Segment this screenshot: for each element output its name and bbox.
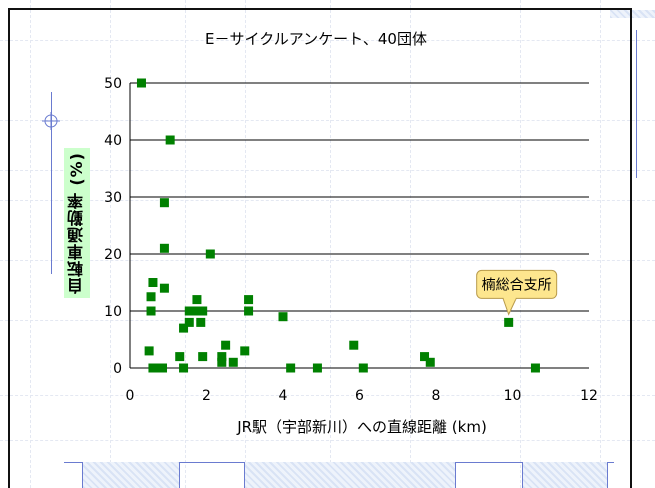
x-tick-label: 0 [126, 388, 135, 404]
data-point [146, 306, 156, 316]
data-point [158, 363, 168, 373]
y-tick-label: 20 [104, 247, 122, 263]
y-tick-label: 50 [104, 76, 122, 92]
data-point [217, 352, 227, 362]
chart-title: E－サイクルアンケート、40団体 [205, 30, 427, 48]
guide-line [520, 0, 521, 488]
x-tick-label: 4 [279, 388, 288, 404]
data-point [278, 312, 288, 322]
guide-line [0, 320, 655, 321]
y-tick-label: 40 [104, 133, 122, 149]
data-point [136, 78, 146, 88]
guide-line [0, 395, 655, 396]
tick-labels: 0 10 20 30 40 50 0 2 4 6 8 10 12 [104, 76, 598, 404]
callout-pointer [501, 296, 518, 316]
y-tick-label: 0 [113, 361, 122, 377]
guide-line [600, 0, 601, 488]
data-point [175, 352, 185, 362]
data-point [159, 198, 169, 208]
annotation-callout: 楠総合支所 [476, 269, 558, 316]
guide-line [110, 0, 111, 488]
data-point [146, 292, 156, 302]
y-axis-label-box: 自転車通勤率 (%) [64, 148, 90, 298]
hatch-decoration [82, 462, 180, 488]
data-point [221, 340, 231, 350]
guide-line [330, 0, 331, 488]
annotations: 楠総合支所 [476, 269, 558, 316]
slide-frame [8, 8, 632, 488]
data-point [420, 352, 430, 362]
data-point [184, 306, 194, 316]
y-axis-label: 自転車通勤率 (%) [67, 151, 86, 295]
data-point [148, 363, 158, 373]
hatch-decoration [244, 462, 456, 488]
guide-line [30, 0, 31, 488]
data-point [286, 363, 296, 373]
data-point [196, 317, 206, 327]
data-point [349, 340, 359, 350]
data-point [228, 357, 238, 367]
guide-line [0, 200, 655, 201]
guide-line [0, 170, 655, 171]
data-point [148, 278, 158, 287]
x-tick-label: 2 [202, 388, 211, 404]
data-point [358, 363, 368, 373]
x-tick-label: 8 [432, 388, 441, 404]
data-point [144, 346, 154, 356]
data-point [244, 306, 254, 316]
hatch-decoration [522, 462, 608, 488]
callout-joint [503, 296, 516, 300]
data-point [159, 283, 169, 293]
hatch-decoration [610, 10, 655, 18]
data-point [504, 317, 514, 327]
x-tick-label: 12 [580, 388, 598, 404]
x-tick-label: 10 [504, 388, 522, 404]
callout-box [476, 269, 558, 299]
guide-line [51, 92, 52, 274]
guide-line [0, 440, 655, 441]
data-point [425, 357, 435, 367]
data-point [205, 249, 215, 259]
data-point [530, 363, 540, 373]
data-point [190, 306, 200, 316]
data-point [165, 135, 175, 145]
data-point [198, 306, 208, 316]
data-point [184, 317, 194, 327]
data-point [179, 363, 189, 373]
data-point [217, 357, 227, 367]
y-tick-label: 10 [104, 304, 122, 320]
guide-line [0, 40, 655, 41]
crosshair-icon [42, 112, 60, 130]
annotation-label: 楠総合支所 [482, 277, 552, 293]
data-point [192, 295, 202, 305]
data-point [312, 363, 322, 373]
x-tick-label: 6 [355, 388, 364, 404]
x-axis-label: JR駅（宇部新川）への直線距離 (km) [236, 418, 487, 436]
data-point [179, 323, 189, 333]
guide-line [0, 120, 655, 121]
data-point [159, 243, 169, 253]
data-point [244, 295, 254, 305]
data-point [240, 346, 250, 356]
data-points [136, 78, 540, 373]
guide-line [636, 30, 637, 178]
y-tick-label: 30 [104, 190, 122, 206]
guide-line [410, 0, 411, 488]
data-point [198, 352, 208, 362]
guide-line [0, 260, 655, 261]
guide-line [185, 0, 186, 488]
guide-line [245, 0, 246, 488]
